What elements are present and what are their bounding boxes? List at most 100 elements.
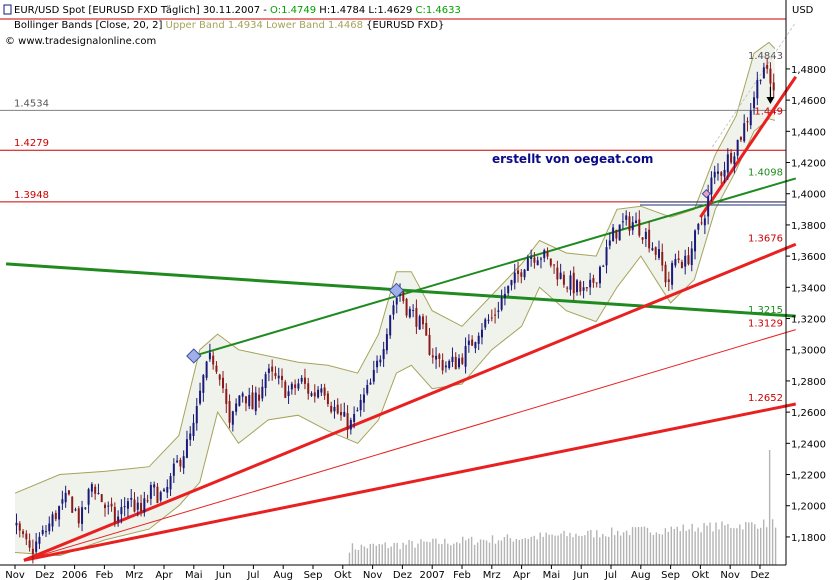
x-tick-label: Aug [631, 570, 651, 580]
y-tick-label: 1,4200 [791, 159, 826, 170]
candle-body [303, 377, 306, 384]
volume-bar [596, 530, 598, 565]
candle-body [58, 506, 61, 520]
candle-body [651, 248, 654, 251]
candle-body [766, 64, 769, 69]
candle-body [317, 389, 320, 398]
candle-body [608, 240, 611, 246]
candle-body [654, 247, 657, 255]
y-tick-label: 1,4600 [791, 96, 826, 107]
candle-body [572, 272, 575, 294]
candle-body [153, 484, 156, 488]
volume-bar [533, 535, 535, 565]
x-tick-label: Nov [363, 570, 383, 580]
y-tick-label: 1,3400 [791, 283, 826, 294]
candle-body [467, 340, 470, 345]
candle-body [287, 391, 290, 396]
candle-body [326, 393, 329, 405]
candle-body [22, 531, 25, 534]
y-tick-label: 1,2400 [791, 439, 826, 450]
candle-body [290, 383, 293, 390]
candle-body [185, 439, 188, 458]
candle-body [74, 509, 77, 511]
channel-line [711, 21, 797, 148]
candle-body [84, 507, 87, 509]
volume-bar [470, 536, 473, 565]
candle-body [143, 498, 146, 513]
volume-bar [393, 542, 395, 565]
candle-body [566, 287, 569, 289]
x-tick-label: 2007 [419, 570, 444, 580]
candle-body [677, 258, 680, 260]
price-level-label: 1.4534 [14, 98, 49, 109]
candle-body [746, 121, 749, 123]
volume-bar [593, 537, 595, 565]
x-tick-label: Nov [720, 570, 740, 580]
volume-bar [643, 526, 646, 565]
candle-body [730, 152, 733, 163]
volume-bar [482, 539, 485, 565]
candle-body [238, 395, 241, 406]
volume-bar [751, 522, 753, 565]
volume-bar [712, 531, 714, 565]
candle-body [438, 354, 441, 359]
candle-body [379, 359, 382, 363]
volume-bar [417, 543, 419, 565]
x-tick-label: Feb [453, 570, 471, 580]
candle-body [87, 489, 90, 505]
candle-body [723, 169, 726, 177]
candle-body [454, 356, 457, 370]
volume-bar [462, 536, 464, 565]
volume-bar [453, 543, 455, 565]
candle-body [244, 396, 247, 404]
bollinger-lower [14, 118, 776, 557]
volume-bar [420, 539, 422, 565]
candle-body [307, 383, 310, 394]
candle-body [697, 223, 700, 230]
candle-body [530, 257, 533, 259]
candle-body [539, 258, 542, 260]
volume-bar [754, 524, 756, 565]
candle-body [497, 310, 500, 312]
candle-body [310, 393, 313, 396]
candle-body [136, 502, 139, 510]
x-tick-label: Mrz [125, 570, 143, 580]
y-tick-label: 1,2800 [791, 377, 826, 388]
volume-bar [506, 534, 509, 565]
volume-bar [390, 546, 392, 565]
volume-bar [611, 527, 613, 565]
candle-body [671, 263, 674, 285]
volume-bar [485, 540, 488, 565]
candle-body [471, 339, 474, 346]
y-tick-label: 1,4000 [791, 190, 826, 201]
candle-body [592, 278, 595, 283]
candle-body [366, 384, 369, 394]
price-level-label: 1.4279 [14, 138, 49, 149]
volume-bar [628, 535, 631, 565]
volume-bar [399, 549, 401, 565]
candle-body [235, 403, 238, 412]
candle-body [61, 499, 64, 504]
volume-bar [354, 549, 357, 565]
candle-body [635, 220, 638, 224]
candle-body [753, 97, 756, 109]
candle-body [225, 388, 228, 404]
candle-body [274, 372, 277, 377]
candle-body [267, 368, 270, 373]
volume-bar [697, 527, 699, 565]
trendline [23, 242, 797, 562]
candle-body [340, 411, 343, 416]
volume-bar [602, 533, 604, 565]
candle-body [218, 374, 221, 380]
volume-bar [682, 524, 684, 565]
candle-body [172, 463, 175, 476]
candle-body [405, 298, 408, 316]
candle-body [510, 280, 513, 286]
volume-bar [569, 532, 571, 565]
candle-body [667, 279, 670, 283]
volume-bar [402, 542, 404, 565]
candle-body [372, 369, 375, 382]
volume-bar [560, 533, 562, 565]
candle-body [435, 355, 438, 360]
